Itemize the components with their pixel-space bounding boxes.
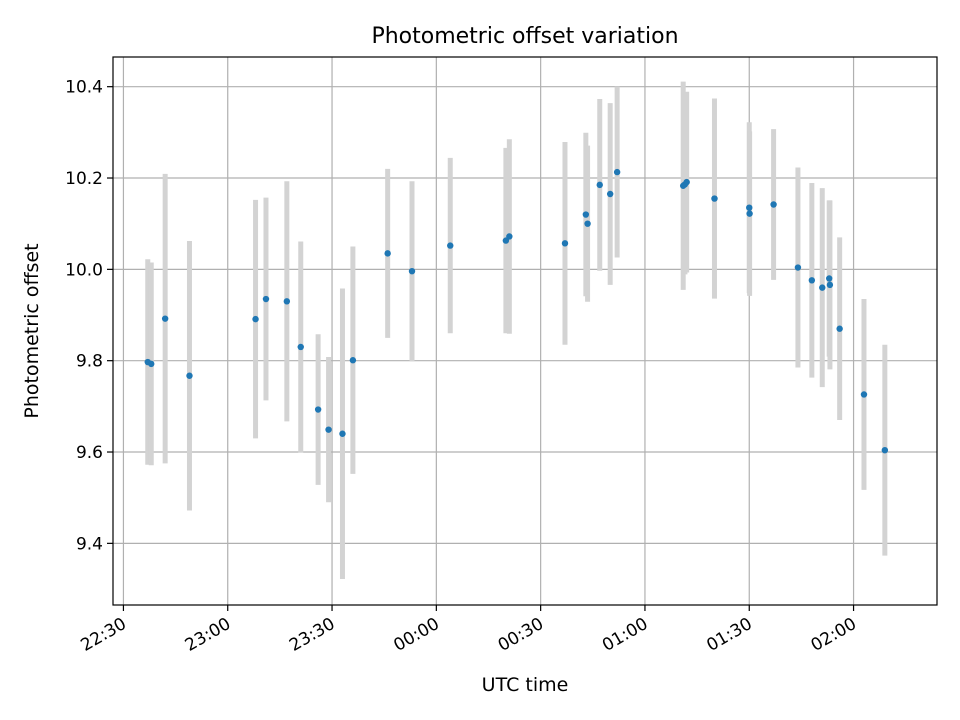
x-tick-label: 01:30 — [703, 614, 755, 656]
data-point — [161, 315, 169, 322]
data-point — [561, 240, 569, 247]
x-tick-label: 01:00 — [599, 614, 651, 656]
y-tick-label: 10.4 — [65, 78, 103, 98]
x-tick-label: 00:30 — [495, 614, 547, 656]
data-point — [408, 267, 416, 275]
data-point — [794, 264, 802, 271]
data-point — [262, 295, 270, 303]
data-point — [881, 446, 889, 454]
chart-title: Photometric offset variation — [371, 24, 678, 49]
x-axis-ticks: 22:30 23:00 23:30 00:00 00:30 01:00 01:30 02:00 — [77, 605, 860, 656]
y-tick-label: 9.4 — [76, 534, 103, 554]
data-point — [297, 343, 304, 351]
data-point — [283, 298, 291, 305]
error-bars — [145, 81, 888, 579]
data-points — [144, 168, 889, 454]
y-axis-ticks: 9.4 9.6 9.8 10.0 10.2 10.4 — [65, 78, 113, 554]
data-point — [314, 406, 322, 413]
data-point — [325, 426, 332, 433]
x-tick-label: 00:00 — [390, 614, 442, 656]
data-point — [606, 190, 614, 198]
y-axis-label: Photometric offset — [21, 243, 43, 418]
y-tick-label: 10.0 — [65, 260, 103, 280]
data-point — [582, 211, 590, 218]
data-point — [746, 210, 753, 217]
data-point — [746, 204, 753, 211]
data-point — [349, 357, 357, 364]
data-point — [148, 360, 155, 368]
data-point — [447, 242, 454, 249]
x-tick-label: 23:30 — [286, 614, 338, 656]
plot-frame — [112, 56, 938, 606]
data-point — [584, 220, 591, 227]
y-tick-label: 9.8 — [76, 352, 103, 372]
data-point — [836, 325, 843, 332]
data-point — [186, 372, 193, 379]
data-point — [808, 277, 816, 284]
data-point — [819, 284, 826, 291]
x-tick-label: 02:00 — [808, 614, 860, 656]
data-point — [770, 201, 777, 208]
data-point — [384, 250, 391, 257]
data-point — [613, 168, 621, 176]
data-point — [339, 430, 346, 437]
data-point — [506, 233, 513, 240]
data-point — [826, 275, 833, 282]
x-tick-label: 23:00 — [182, 614, 234, 656]
data-point — [683, 178, 690, 186]
data-point — [711, 195, 718, 202]
data-point — [596, 181, 603, 189]
data-point — [826, 281, 834, 289]
y-tick-label: 9.6 — [76, 443, 103, 463]
x-axis-label: UTC time — [482, 674, 569, 696]
y-tick-label: 10.2 — [65, 169, 103, 189]
data-point — [860, 391, 868, 398]
data-point — [252, 315, 259, 323]
x-tick-label: 22:30 — [77, 614, 129, 656]
